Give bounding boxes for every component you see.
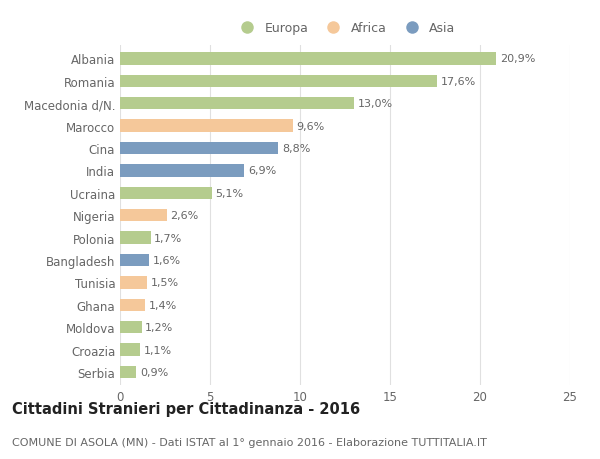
Text: 1,4%: 1,4% xyxy=(149,300,177,310)
Text: 8,8%: 8,8% xyxy=(282,144,310,154)
Bar xyxy=(120,277,147,289)
Bar xyxy=(120,210,167,222)
Bar xyxy=(120,366,136,378)
Text: 1,6%: 1,6% xyxy=(152,255,181,265)
Text: 6,9%: 6,9% xyxy=(248,166,276,176)
Bar xyxy=(120,53,496,66)
Text: COMUNE DI ASOLA (MN) - Dati ISTAT al 1° gennaio 2016 - Elaborazione TUTTITALIA.I: COMUNE DI ASOLA (MN) - Dati ISTAT al 1° … xyxy=(12,437,487,447)
Text: 1,2%: 1,2% xyxy=(145,323,173,332)
Text: 5,1%: 5,1% xyxy=(215,188,244,198)
Text: 13,0%: 13,0% xyxy=(358,99,393,109)
Bar xyxy=(120,165,244,177)
Text: Cittadini Stranieri per Cittadinanza - 2016: Cittadini Stranieri per Cittadinanza - 2… xyxy=(12,401,360,416)
Bar xyxy=(120,143,278,155)
Text: 9,6%: 9,6% xyxy=(296,121,325,131)
Bar xyxy=(120,321,142,334)
Bar xyxy=(120,232,151,244)
Text: 17,6%: 17,6% xyxy=(440,77,476,87)
Bar xyxy=(120,76,437,88)
Text: 1,1%: 1,1% xyxy=(143,345,172,355)
Legend: Europa, Africa, Asia: Europa, Africa, Asia xyxy=(231,18,459,39)
Text: 0,9%: 0,9% xyxy=(140,367,168,377)
Bar xyxy=(120,98,354,110)
Text: 1,5%: 1,5% xyxy=(151,278,179,288)
Bar xyxy=(120,344,140,356)
Bar xyxy=(120,299,145,311)
Bar xyxy=(120,254,149,267)
Bar xyxy=(120,120,293,133)
Text: 1,7%: 1,7% xyxy=(154,233,182,243)
Bar xyxy=(120,187,212,200)
Text: 2,6%: 2,6% xyxy=(170,211,199,221)
Text: 20,9%: 20,9% xyxy=(500,54,535,64)
